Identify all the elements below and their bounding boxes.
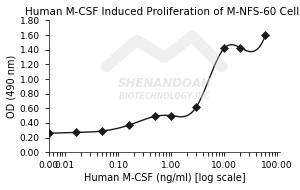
Title: Human M-CSF Induced Proliferation of M-NFS-60 Cells: Human M-CSF Induced Proliferation of M-N… (25, 7, 300, 17)
Text: SHENANDOAH: SHENANDOAH (117, 77, 212, 90)
Text: BIOTECHNOLOGY INC: BIOTECHNOLOGY INC (119, 92, 210, 101)
Y-axis label: OD (490 nm): OD (490 nm) (7, 55, 17, 118)
X-axis label: Human M-CSF (ng/ml) [log scale]: Human M-CSF (ng/ml) [log scale] (84, 173, 245, 183)
